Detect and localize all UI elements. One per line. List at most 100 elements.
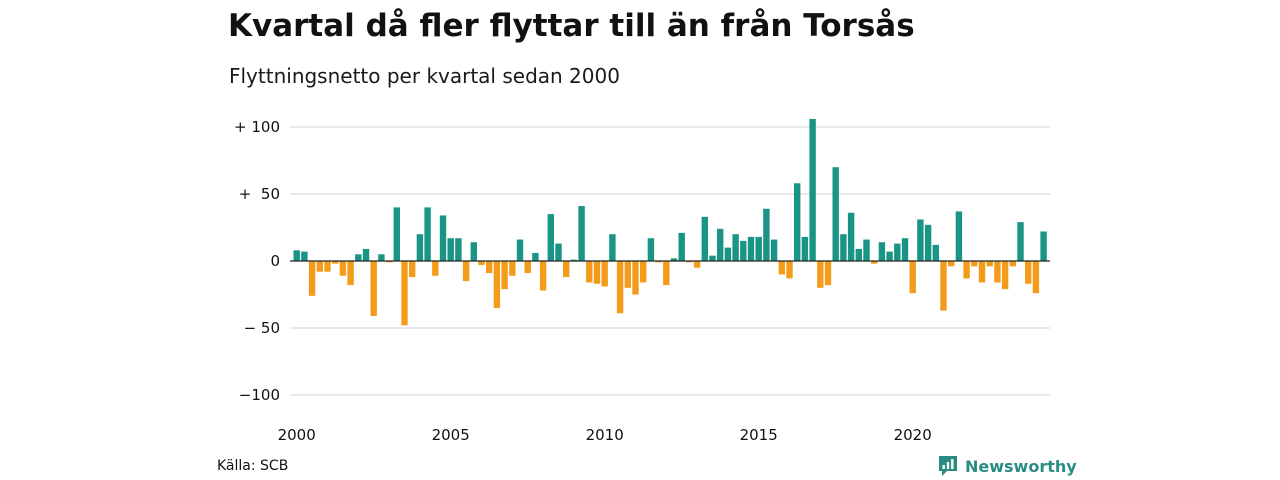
- bar: [493, 261, 501, 308]
- bar: [378, 254, 385, 261]
- bar: [994, 261, 1001, 283]
- bar: [909, 261, 916, 294]
- bar: [763, 208, 770, 261]
- bar: [886, 251, 893, 261]
- bar: [717, 228, 724, 261]
- bar: [801, 236, 809, 261]
- bar: [447, 238, 454, 261]
- newsworthy-brand: Newsworthy: [938, 454, 1077, 478]
- bar: [570, 259, 578, 261]
- bar: [917, 219, 924, 261]
- bar: [686, 261, 693, 263]
- brand-name: Newsworthy: [965, 456, 1077, 476]
- bar: [647, 238, 655, 261]
- bar: [871, 261, 878, 264]
- source-note: Källa: SCB: [217, 458, 289, 474]
- bar: [778, 261, 785, 275]
- y-tick-label: −100: [239, 386, 280, 404]
- bar: [532, 252, 539, 261]
- bar: [732, 234, 739, 261]
- bar: [786, 261, 793, 279]
- bar: [486, 261, 493, 274]
- x-tick-label: 2015: [740, 426, 778, 444]
- chart-subtitle: Flyttningsnetto per kvartal sedan 2000: [229, 64, 620, 88]
- bar: [924, 224, 932, 261]
- bar: [740, 240, 747, 261]
- bar: [1040, 231, 1047, 261]
- bar: [393, 207, 400, 261]
- bar: [770, 239, 778, 261]
- bar: [663, 261, 670, 286]
- bar: [932, 244, 939, 261]
- bar: [978, 261, 986, 283]
- bar: [370, 261, 377, 316]
- bar: [948, 261, 955, 267]
- bar: [616, 261, 624, 314]
- bar: [555, 243, 562, 261]
- bar: [794, 183, 801, 261]
- bar: [409, 261, 416, 278]
- bar: [1032, 261, 1040, 294]
- bar: [709, 255, 716, 261]
- bar: [986, 261, 993, 267]
- bar: [470, 242, 477, 261]
- bar: [293, 250, 300, 261]
- y-tick-label: 0: [270, 252, 280, 270]
- bar: [308, 261, 316, 296]
- bar: [1001, 261, 1009, 290]
- bar: [655, 261, 662, 263]
- bar: [963, 261, 970, 279]
- bar: [609, 234, 616, 261]
- bar: [832, 167, 839, 261]
- bar: [324, 261, 331, 272]
- bar: [539, 261, 547, 291]
- bar: [316, 261, 323, 272]
- bar: [878, 242, 886, 261]
- newsworthy-logo-icon: [939, 456, 957, 476]
- bar: [755, 236, 762, 261]
- bar: [416, 234, 424, 261]
- bar: [971, 261, 978, 267]
- bar: [840, 234, 847, 261]
- bar: [847, 212, 855, 261]
- bar: [640, 261, 647, 283]
- bar: [1025, 261, 1032, 284]
- y-tick-label: − 50: [244, 319, 280, 337]
- bar: [524, 261, 531, 274]
- bar: [701, 216, 708, 261]
- bar: [1009, 261, 1016, 267]
- bar: [601, 261, 608, 287]
- x-tick-label: 2005: [432, 426, 470, 444]
- bar: [670, 258, 678, 261]
- bar: [401, 261, 408, 326]
- bar: [678, 232, 685, 261]
- bar: [1017, 222, 1024, 261]
- y-tick-label: + 100: [234, 118, 280, 136]
- bar: [385, 261, 393, 263]
- bar: [940, 261, 947, 311]
- bar: [439, 215, 447, 261]
- bar: [747, 236, 755, 261]
- bar: [863, 239, 870, 261]
- bar: [817, 261, 824, 288]
- x-tick-label: 2020: [894, 426, 932, 444]
- bar: [632, 261, 639, 295]
- bar: [355, 254, 362, 261]
- bar: [724, 247, 732, 261]
- bar: [462, 261, 470, 282]
- bar: [547, 214, 554, 261]
- bar: [593, 261, 601, 284]
- bar: [578, 206, 585, 261]
- bar: [362, 248, 370, 261]
- bar: [301, 251, 308, 261]
- bar: [855, 248, 862, 261]
- bar: [809, 118, 816, 262]
- bar: [455, 238, 462, 261]
- bar: [955, 211, 963, 261]
- bar: [478, 261, 485, 266]
- bar: [894, 243, 901, 261]
- chart-title: Kvartal då fler flyttar till än från Tor…: [228, 8, 915, 44]
- bar: [693, 261, 701, 268]
- bar: [824, 261, 832, 286]
